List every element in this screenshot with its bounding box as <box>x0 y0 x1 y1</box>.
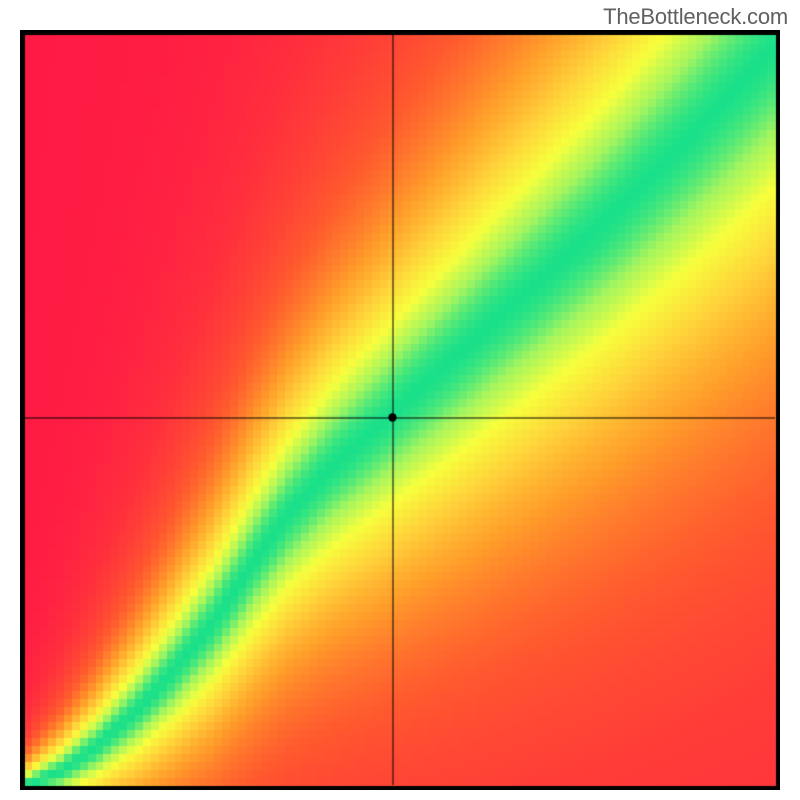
heatmap-canvas <box>20 30 780 790</box>
watermark-text: TheBottleneck.com <box>603 4 788 30</box>
heatmap-plot <box>20 30 780 790</box>
